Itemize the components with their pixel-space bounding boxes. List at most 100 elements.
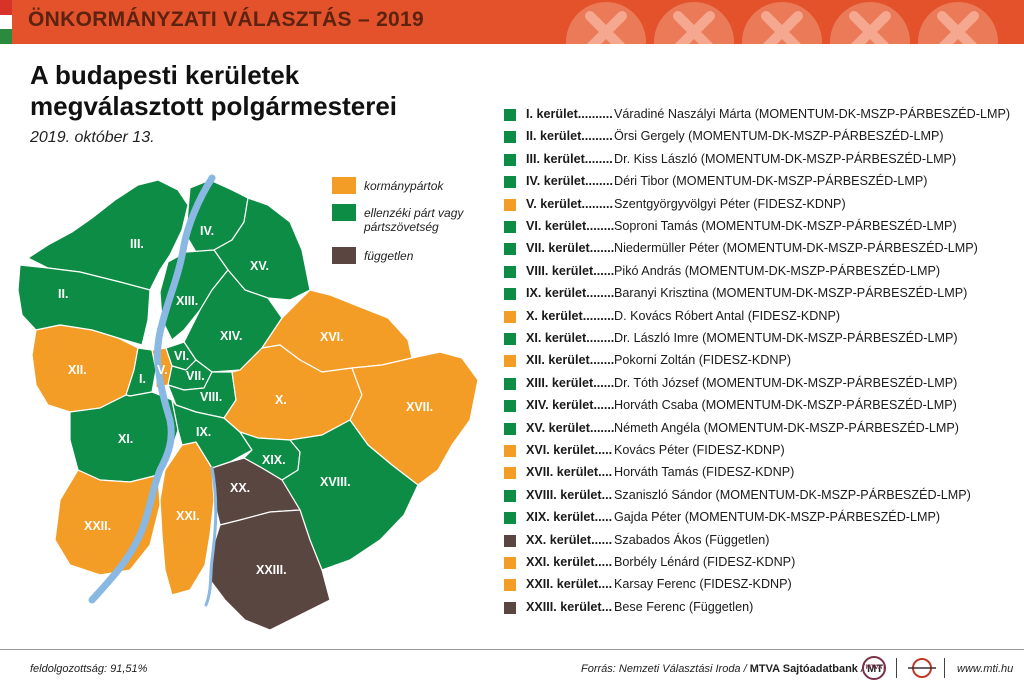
party-color-swatch: [504, 198, 516, 211]
ballot-x-icon: [830, 2, 910, 44]
district-name: XIX. kerület.....: [526, 510, 613, 525]
map-label-iv: IV.: [200, 224, 214, 238]
district-name: X. kerület.........: [526, 308, 615, 323]
map-label-v: V.: [157, 363, 168, 377]
mayor-name: Szentgyörgyvölgyi Péter (FIDESZ-KDNP): [614, 196, 846, 211]
map-label-vi: VI.: [174, 349, 189, 363]
district-row: XIII. kerület...... Dr. Tóth József (MOME…: [504, 374, 1004, 396]
district-row: XIV. kerület...... Horváth Csaba (MOMENTU…: [504, 396, 1004, 418]
header-title: ÖNKORMÁNYZATI VÁLASZTÁS – 2019: [28, 8, 424, 31]
mayor-name: Dr. Kiss László (MOMENTUM-DK-MSZP-PÁRBES…: [614, 151, 957, 166]
mayor-name: Horváth Csaba (MOMENTUM-DK-MSZP-PÁRBESZÉ…: [614, 398, 957, 413]
party-color-swatch: [504, 355, 516, 368]
map-label-xix: XIX.: [262, 453, 286, 467]
mtva-logo: MTVA: [862, 656, 886, 680]
party-color-swatch: [504, 601, 516, 614]
map-label-xvii: XVII.: [406, 400, 433, 414]
map-label-xxi: XXI.: [176, 509, 200, 523]
party-color-swatch: [504, 377, 516, 390]
party-color-swatch: [504, 489, 516, 502]
map-label-vii: VII.: [186, 369, 205, 383]
mti-logo-icon: [908, 658, 936, 678]
district-name: XXI. kerület.....: [526, 555, 613, 569]
district-name: XVII. kerület....: [526, 465, 613, 480]
map-label-ix: IX.: [196, 425, 211, 439]
map-label-xviii: XVIII.: [320, 475, 351, 489]
district-row: XV. kerület....... Németh Angéla (MOMENTU…: [504, 419, 1004, 441]
danube-river: [88, 174, 216, 604]
district-row: X. kerület......... D. Kovács Róbert Anta…: [504, 307, 1004, 329]
footer-separator: [944, 658, 945, 678]
district-row: XXI. kerület..... Borbély Lénárd (FIDESZ-…: [504, 553, 1004, 575]
district-row: V. kerület......... Szentgyörgyvölgyi Pét…: [504, 195, 1004, 217]
map-label-xxii: XXII.: [84, 519, 111, 533]
district-name: VII. kerület.......: [526, 241, 615, 256]
party-color-swatch: [504, 221, 516, 233]
district-row: XX. kerület...... Szabados Ákos (Függetle…: [504, 531, 1004, 553]
district-name: VI. kerület........: [526, 219, 615, 233]
district-row: I. kerület.......... Váradiné Naszályi Má…: [504, 105, 1010, 127]
district-row: IX. kerület........ Baranyi Krisztina (MO…: [504, 284, 1004, 306]
mayor-name: Karsay Ferenc (FIDESZ-KDNP): [614, 577, 792, 592]
party-color-swatch: [504, 467, 516, 480]
mayor-name: Dr. Tóth József (MOMENTUM-DK-MSZP-PÁRBES…: [614, 375, 958, 390]
mayor-name: Gajda Péter (MOMENTUM-DK-MSZP-PÁRBESZÉD-…: [614, 510, 941, 525]
mayor-name: Németh Angéla (MOMENTUM-DK-MSZP-PÁRBESZÉ…: [614, 420, 959, 435]
header-bar: ÖNKORMÁNYZATI VÁLASZTÁS – 2019: [0, 0, 1024, 44]
hungarian-flag-icon: [0, 0, 12, 44]
district-name: V. kerület.........: [526, 196, 614, 211]
district-shape-xviii: [281, 419, 419, 571]
district-row: XXIII. kerület... Bese Ferenc (Független): [504, 598, 1004, 620]
district-name: IV. kerület........: [526, 174, 614, 189]
mayor-name: Szaniszló Sándor (MOMENTUM-DK-MSZP-PÁRBE…: [614, 487, 971, 502]
district-row: XII. kerület....... Pokorni Zoltán (FIDES…: [504, 351, 1004, 373]
mayor-name: Borbély Lénárd (FIDESZ-KDNP): [614, 555, 796, 569]
budapest-districts-map: I. II. III. IV. V. VI. VII. VIII. IX. X.…: [17, 174, 479, 631]
mayor-name: Déri Tibor (MOMENTUM-DK-MSZP-PÁRBESZÉD-L…: [614, 174, 928, 189]
party-color-swatch: [504, 243, 516, 256]
ballot-x-icon: [918, 2, 998, 44]
party-color-swatch: [504, 512, 516, 525]
source-sajtoadatbank: MTVA Sajtóadatbank: [749, 663, 858, 675]
mayor-name: Szabados Ákos (Független): [614, 532, 770, 547]
district-shape-ix: [171, 399, 253, 469]
map-label-i: I.: [139, 372, 146, 386]
party-color-swatch: [504, 109, 516, 121]
mayor-name: Pokorni Zoltán (FIDESZ-KDNP): [614, 353, 792, 368]
map-label-iii: III.: [130, 237, 144, 251]
legend-label: ellenzéki párt vagy pártszövetség: [364, 206, 464, 234]
district-row: XVII. kerület.... Horváth Tamás (FIDESZ-K…: [504, 463, 1004, 485]
district-row: VIII. kerület...... Pikó András (MOMENTUM…: [504, 262, 1004, 284]
party-color-swatch: [504, 445, 516, 457]
map-label-viii: VIII.: [200, 390, 222, 404]
page-title: A budapesti kerületek megválasztott polg…: [30, 60, 397, 122]
legend-swatch: [332, 177, 356, 194]
mayor-name: D. Kovács Róbert Antal (FIDESZ-KDNP): [614, 308, 841, 323]
district-name: XIII. kerület......: [526, 375, 615, 390]
district-row: XI. kerület........ Dr. László Imre (MOME…: [504, 329, 1004, 351]
website-link[interactable]: www.mti.hu: [957, 663, 1014, 675]
district-name: XIV. kerület......: [526, 398, 615, 413]
map-label-xiii: XIII.: [176, 294, 198, 308]
district-name: XV. kerület.......: [526, 420, 615, 435]
district-row: II. kerület......... Örsi Gergely (MOMENT…: [504, 127, 1004, 149]
party-color-swatch: [504, 333, 516, 345]
district-row: VI. kerület........ Soproni Tamás (MOMENT…: [504, 217, 1004, 239]
party-color-swatch: [504, 310, 516, 323]
election-date: 2019. október 13.: [30, 129, 155, 146]
party-color-swatch: [504, 153, 516, 166]
mayor-name: Niedermüller Péter (MOMENTUM-DK-MSZP-PÁR…: [614, 241, 978, 256]
source-prefix: Forrás: Nemzeti Választási Iroda /: [581, 663, 747, 675]
legend-label: kormánypártok: [364, 179, 444, 193]
district-shape-xxiii: [209, 509, 331, 631]
district-name: XXIII. kerület...: [526, 599, 613, 614]
mayor-name: Pikó András (MOMENTUM-DK-MSZP-PÁRBESZÉD-…: [614, 263, 941, 278]
mayor-name: Kovács Péter (FIDESZ-KDNP): [614, 443, 785, 457]
map-label-xx: XX.: [230, 481, 250, 495]
mayor-name: Horváth Tamás (FIDESZ-KDNP): [614, 465, 795, 480]
title-line: A budapesti kerületek: [30, 60, 300, 90]
map-label-xxiii: XXIII.: [256, 563, 287, 577]
legend-label: független: [364, 249, 414, 263]
legend-swatch: [332, 247, 356, 264]
district-name: XX. kerület......: [526, 532, 613, 547]
